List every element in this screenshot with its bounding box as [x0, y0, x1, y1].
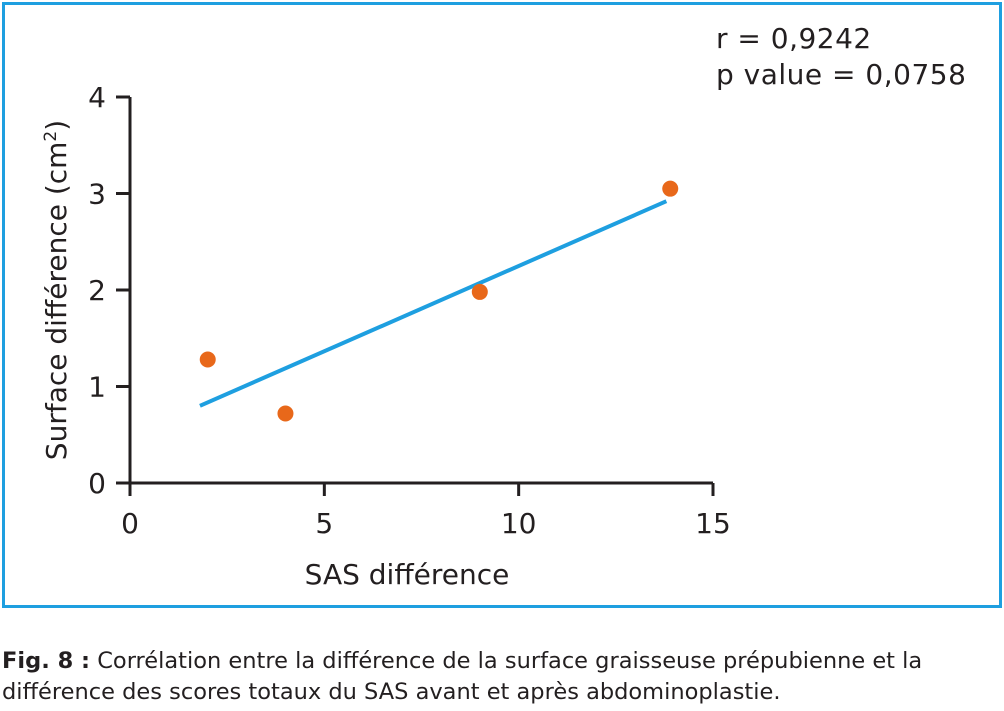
x-tick-label: 5: [315, 507, 333, 540]
data-point: [471, 283, 488, 300]
y-tick-label: 2: [88, 274, 106, 307]
x-tick-label: 0: [121, 507, 139, 540]
data-points: [199, 180, 679, 422]
chart-axes: [116, 97, 713, 485]
y-axis-label-superscript: 2: [41, 131, 61, 142]
y-axis-label: Surface différence (cm2): [40, 120, 73, 460]
y-tick-label: 4: [88, 81, 106, 114]
x-tick-label: 15: [695, 507, 731, 540]
y-tick-label: 0: [88, 467, 106, 500]
x-axis-label: SAS différence: [305, 558, 510, 591]
figure-frame: [2, 2, 1002, 608]
caption-text: Corrélation entre la différence de la su…: [2, 648, 923, 705]
x-tick-label: 10: [501, 507, 537, 540]
p-value: p value = 0,0758: [716, 58, 967, 91]
regression-line: [199, 199, 668, 408]
data-point: [662, 180, 679, 197]
y-axis-label-main: Surface différence (cm: [40, 142, 73, 461]
data-point: [199, 351, 216, 368]
data-point: [277, 405, 294, 422]
caption-label: Fig. 8 :: [2, 648, 91, 674]
y-tick-label: 1: [88, 371, 106, 404]
scatter-chart: 0 5 10 15 0 1 2 3 4 SAS différence Surface diffé…: [40, 81, 731, 591]
y-axis-label-close: ): [40, 120, 73, 131]
chart-ticks: 0 5 10 15 0 1 2 3 4: [88, 81, 731, 540]
y-tick-label: 3: [88, 178, 106, 211]
correlation-r: r = 0,9242: [716, 22, 872, 55]
figure-caption: Fig. 8 : Corrélation entre la différence…: [2, 646, 1002, 708]
